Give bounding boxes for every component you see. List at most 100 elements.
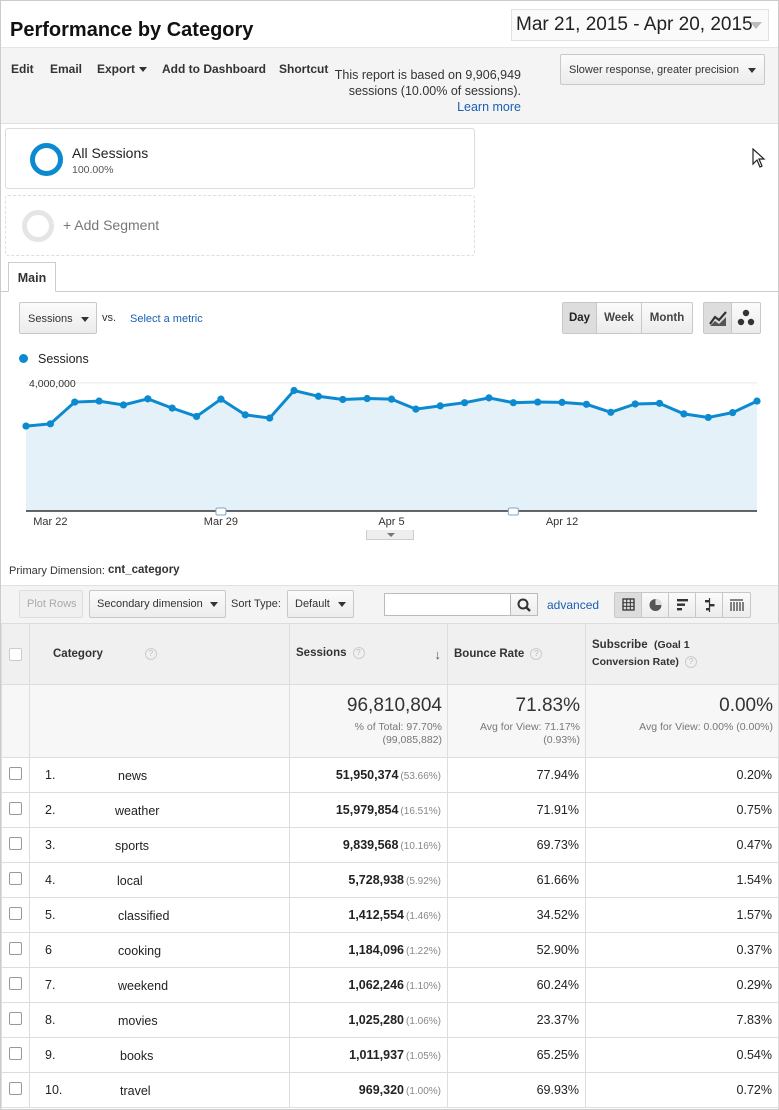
sessions-value: 9,839,568 [342,838,399,852]
row-checkbox[interactable] [9,977,22,991]
category-cell: 7. weekend [29,967,290,1003]
row-checkbox[interactable] [9,1047,22,1061]
header-subscribe-conversion[interactable]: Subscribe (Goal 1 Conversion Rate)? [585,623,779,685]
help-icon[interactable]: ? [530,647,543,660]
table-row[interactable]: 2. weather 15,979,854 (16.51%) 71.91% 0.75% [1,792,779,828]
row-checkbox[interactable] [9,1082,22,1096]
select-all-checkbox[interactable] [9,647,22,661]
row-rank: 1. [45,768,56,782]
category-link[interactable]: classified [118,909,170,923]
category-link[interactable]: movies [118,1014,158,1028]
data-point [509,399,517,407]
sessions-percent: (1.06%) [405,1016,441,1027]
precision-dropdown[interactable]: Slower response, greater precision [560,54,765,85]
data-point [558,398,566,406]
table-search-input[interactable] [384,593,511,616]
table-row[interactable]: 1. news 51,950,374 (53.66%) 77.94% 0.20% [1,757,779,793]
export-button[interactable]: Export [97,62,148,76]
help-icon[interactable]: ? [684,655,697,668]
sessions-percent: (5.92%) [405,876,441,887]
subscribe-rate-cell: 1.57% [585,897,779,933]
email-button[interactable]: Email [50,62,83,76]
sort-type-dropdown[interactable]: Default [287,590,354,618]
row-checkbox[interactable] [9,767,22,781]
category-cell: 10. travel [29,1072,290,1108]
annotation-marker [507,507,519,516]
pie-view-button[interactable] [642,593,669,617]
sessions-value: 1,184,096 [348,943,404,957]
row-checkbox[interactable] [9,837,22,851]
sessions-percent: (1.10%) [405,981,441,992]
comparison-view-button[interactable] [696,593,723,617]
month-button[interactable]: Month [649,312,685,324]
table-row[interactable]: 9. books 1,011,937 (1.05%) 65.25% 0.54% [1,1037,779,1073]
row-checkbox[interactable] [9,942,22,956]
primary-dimension-value[interactable]: cnt_category [108,564,180,576]
data-point [46,420,54,428]
table-row[interactable]: 7. weekend 1,062,246 (1.10%) 60.24% 0.29% [1,967,779,1003]
category-link[interactable]: news [118,769,148,783]
sessions-value: 5,728,938 [348,873,404,887]
sampling-note: This report is based on 9,906,949 sessio… [331,67,521,115]
motion-chart-button[interactable] [732,303,760,333]
add-segment-button[interactable]: + Add Segment [5,195,475,256]
search-button[interactable] [511,593,538,616]
header-bounce-rate[interactable]: Bounce Rate? [447,623,586,685]
secondary-dimension-dropdown[interactable]: Secondary dimension [89,590,226,618]
category-link[interactable]: sports [115,839,150,853]
sessions-percent: (1.00%) [405,1086,441,1097]
header-sessions[interactable]: Sessions? ↓ [289,623,448,685]
subscribe-rate-cell: 0.75% [585,792,779,828]
shortcut-button[interactable]: Shortcut [279,62,329,76]
row-checkbox[interactable] [9,802,22,816]
data-point [119,401,128,409]
category-link[interactable]: books [120,1049,154,1063]
total-bounce-rate-diff: (0.93%) [543,734,580,746]
bar-chart-icon [677,599,688,611]
page-title: Performance by Category [10,19,254,41]
row-checkbox[interactable] [9,907,22,921]
plot-rows-button[interactable]: Plot Rows [19,590,83,618]
table-row[interactable]: 6 cooking 1,184,096 (1.22%) 52.90% 0.37% [1,932,779,968]
help-icon[interactable]: ? [144,647,157,660]
category-link[interactable]: travel [120,1084,151,1098]
search-icon [517,598,531,612]
tab-main[interactable]: Main [8,262,56,292]
header-sessions-label: Sessions [296,646,347,659]
row-rank: 10. [45,1083,63,1097]
total-bounce-rate-value: 71.83% [515,695,580,716]
add-to-dashboard-button[interactable]: Add to Dashboard [162,62,266,76]
help-icon[interactable]: ? [352,646,365,659]
sessions-cell: 5,728,938 (5.92%) [289,862,448,898]
table-row[interactable]: 5. classified 1,412,554 (1.46%) 34.52% 1.57% [1,897,779,933]
table-row[interactable]: 10. travel 969,320 (1.00%) 69.93% 0.72% [1,1072,779,1108]
chart-resize-handle[interactable] [366,530,414,540]
advanced-filter-link[interactable]: advanced [547,598,600,612]
legend-label: Sessions [38,352,89,366]
category-link[interactable]: cooking [118,944,162,958]
header-category[interactable]: Category? [29,623,290,685]
learn-more-link[interactable]: Learn more [457,100,521,114]
segment-all-sessions[interactable]: All Sessions 100.00% [5,128,475,189]
data-table-view-button[interactable] [615,593,642,617]
table-row[interactable]: 4. local 5,728,938 (5.92%) 61.66% 1.54% [1,862,779,898]
line-chart-button[interactable] [704,303,732,333]
table-row[interactable]: 3. sports 9,839,568 (10.16%) 69.73% 0.47% [1,827,779,863]
row-rank: 4. [45,873,56,887]
select-metric-link[interactable]: Select a metric [130,313,203,325]
data-point [266,414,274,422]
date-range-picker[interactable]: Mar 21, 2015 - Apr 20, 2015 [511,9,769,41]
performance-view-button[interactable] [669,593,696,617]
category-link[interactable]: local [117,874,143,888]
category-link[interactable]: weekend [118,979,169,993]
row-rank: 5. [45,908,56,922]
edit-button[interactable]: Edit [11,62,34,76]
row-checkbox[interactable] [9,1012,22,1026]
day-button[interactable]: Day [563,303,597,333]
category-link[interactable]: weather [115,804,160,818]
week-button[interactable]: Week [597,303,642,333]
row-checkbox[interactable] [9,872,22,886]
metric-selector[interactable]: Sessions [19,302,97,334]
table-row[interactable]: 8. movies 1,025,280 (1.06%) 23.37% 7.83% [1,1002,779,1038]
pivot-view-button[interactable] [723,593,750,617]
